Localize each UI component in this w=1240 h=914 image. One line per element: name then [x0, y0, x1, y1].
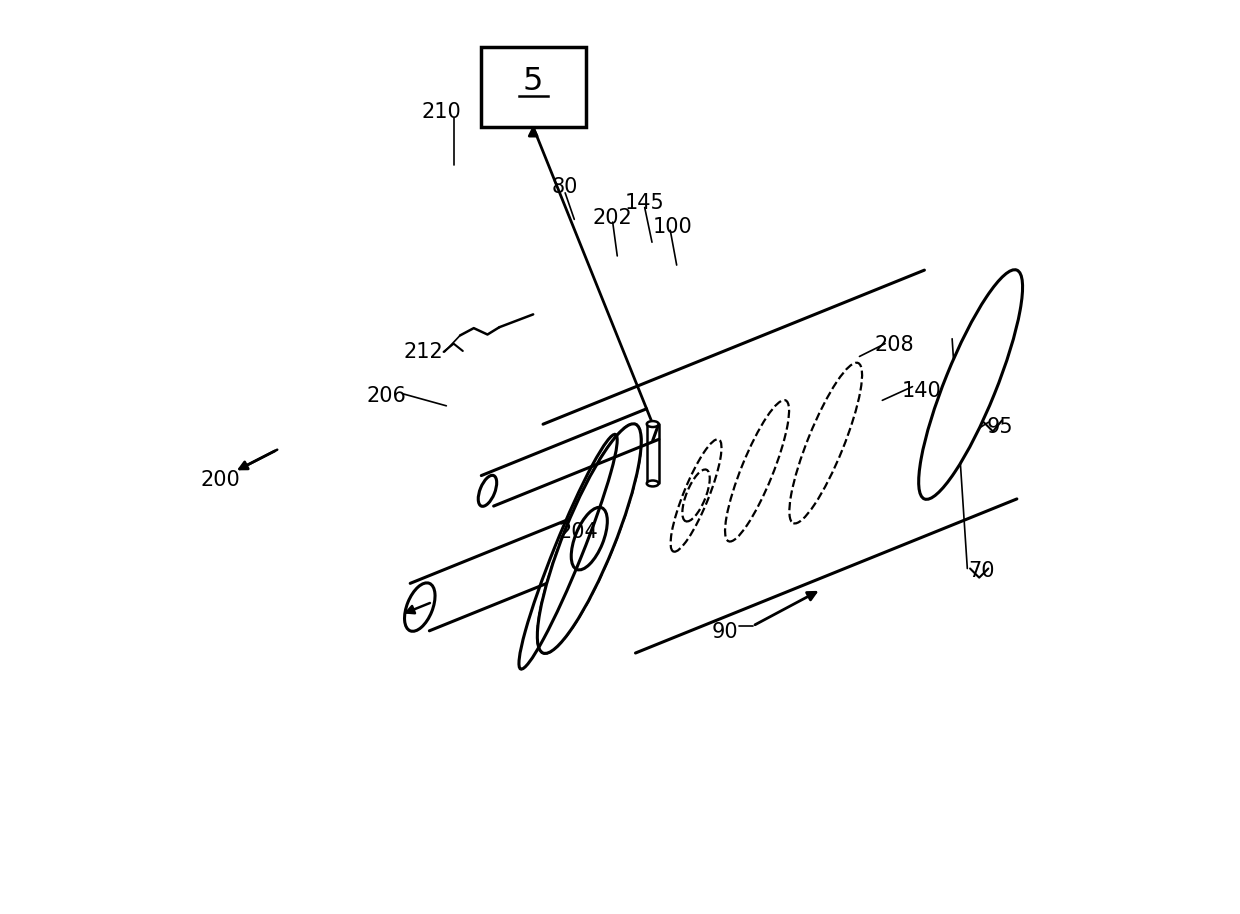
- Ellipse shape: [479, 475, 497, 506]
- Text: 95: 95: [987, 417, 1013, 437]
- Ellipse shape: [919, 270, 1023, 499]
- Ellipse shape: [537, 424, 641, 654]
- Text: 208: 208: [874, 335, 914, 356]
- Text: 100: 100: [653, 217, 693, 237]
- Text: 210: 210: [422, 101, 461, 122]
- Ellipse shape: [647, 481, 658, 486]
- Text: 90: 90: [712, 622, 739, 643]
- Text: 206: 206: [367, 386, 407, 406]
- Text: 5: 5: [523, 66, 543, 97]
- Text: 80: 80: [552, 177, 578, 197]
- Text: 212: 212: [403, 342, 444, 362]
- Ellipse shape: [647, 421, 658, 427]
- Text: 140: 140: [901, 381, 941, 401]
- Ellipse shape: [537, 424, 641, 654]
- Text: 145: 145: [625, 193, 665, 213]
- Text: 200: 200: [201, 470, 241, 490]
- Ellipse shape: [404, 583, 435, 632]
- Text: 204: 204: [559, 522, 599, 542]
- Text: 70: 70: [967, 561, 994, 581]
- Text: 202: 202: [593, 207, 632, 228]
- Bar: [481, 47, 585, 127]
